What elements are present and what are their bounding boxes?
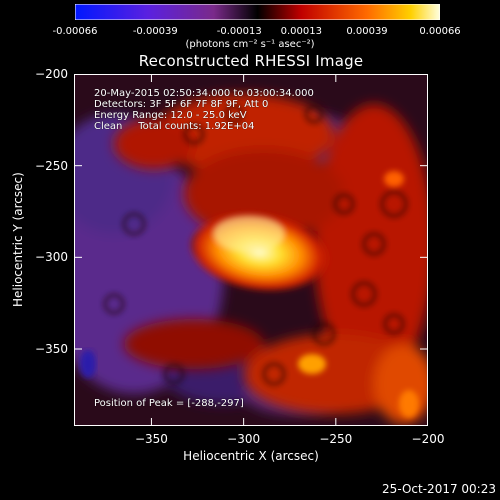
y-axis-label: Heliocentric Y (arcsec) bbox=[11, 172, 25, 307]
energy-range-text: Energy Range: 12.0 - 25.0 keV bbox=[94, 110, 247, 121]
colorbar-tick-label: -0.00013 bbox=[216, 26, 262, 37]
colorbar bbox=[75, 4, 440, 20]
colorbar-tick-label: -0.00066 bbox=[52, 26, 98, 37]
rhessi-image-plot: 20-May-2015 02:50:34.000 to 03:00:34.000… bbox=[74, 74, 428, 426]
image-map bbox=[74, 74, 428, 426]
colorbar-units-label: (photons cm⁻² s⁻¹ asec⁻²) bbox=[185, 39, 315, 50]
image-title: Reconstructed RHESSI Image bbox=[138, 52, 364, 70]
colorbar-tick-label: 0.00066 bbox=[419, 26, 461, 37]
x-tick-label: −350 bbox=[134, 432, 168, 446]
clean-counts-text: Clean Total counts: 1.92E+04 bbox=[94, 121, 255, 132]
x-tick-label: −300 bbox=[227, 432, 261, 446]
colorbar-tick-label: 0.00013 bbox=[280, 26, 322, 37]
x-tick-label: −200 bbox=[411, 432, 445, 446]
y-tick-label: −300 bbox=[35, 250, 68, 265]
colorbar-tick-label: 0.00039 bbox=[346, 26, 388, 37]
y-tick-label: −350 bbox=[35, 342, 68, 356]
detectors-text: Detectors: 3F 5F 6F 7F 8F 9F, Att 0 bbox=[94, 99, 269, 110]
peak-position-text: Position of Peak = [-288,-297] bbox=[94, 398, 244, 409]
time-range-text: 20-May-2015 02:50:34.000 to 03:00:34.000 bbox=[94, 88, 314, 99]
date-stamp: 25-Oct-2017 00:23 bbox=[382, 482, 496, 496]
y-tick-label: −250 bbox=[35, 158, 68, 173]
y-tick-label: −200 bbox=[35, 67, 68, 81]
x-axis-label: Heliocentric X (arcsec) bbox=[183, 449, 319, 463]
x-tick-label: −250 bbox=[319, 432, 353, 446]
colorbar-tick-label: -0.00039 bbox=[132, 26, 178, 37]
